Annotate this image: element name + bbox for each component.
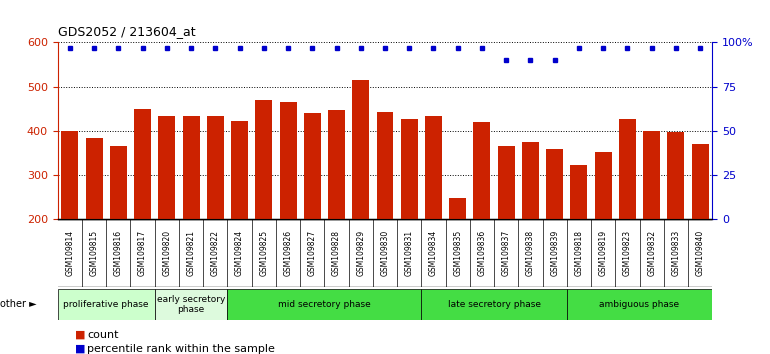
Text: ambiguous phase: ambiguous phase (600, 300, 680, 309)
Bar (425, 116, 442, 308)
Bar (400, 119, 417, 308)
Bar (227, 289, 421, 320)
Text: GSM109827: GSM109827 (308, 230, 316, 276)
Bar (567, 289, 712, 320)
Bar (522, 142, 539, 308)
Bar (643, 131, 660, 308)
Bar (231, 121, 248, 308)
Bar (449, 198, 466, 308)
Text: GSM109815: GSM109815 (89, 230, 99, 276)
Text: GSM109830: GSM109830 (380, 230, 390, 276)
Text: GSM109820: GSM109820 (162, 230, 172, 276)
Text: GSM109822: GSM109822 (211, 230, 219, 276)
Bar (280, 102, 296, 308)
Text: GSM109840: GSM109840 (695, 230, 705, 276)
Text: proliferative phase: proliferative phase (63, 300, 149, 309)
Text: percentile rank within the sample: percentile rank within the sample (87, 344, 275, 354)
Text: GSM109838: GSM109838 (526, 230, 535, 276)
Bar (571, 166, 588, 308)
Text: GSM109821: GSM109821 (186, 230, 196, 276)
Bar (421, 289, 567, 320)
Text: GSM109825: GSM109825 (259, 230, 268, 276)
Text: GSM109823: GSM109823 (623, 230, 632, 276)
Text: GSM109828: GSM109828 (332, 230, 341, 276)
Bar (691, 144, 708, 308)
Text: ■: ■ (75, 344, 85, 354)
Text: GSM109835: GSM109835 (454, 230, 462, 276)
Text: GSM109837: GSM109837 (502, 230, 511, 276)
Text: GSM109818: GSM109818 (574, 230, 584, 276)
Text: GSM109819: GSM109819 (598, 230, 608, 276)
Text: GSM109836: GSM109836 (477, 230, 487, 276)
Text: GSM109817: GSM109817 (138, 230, 147, 276)
Text: GSM109833: GSM109833 (671, 230, 681, 276)
Bar (155, 289, 227, 320)
Bar (159, 116, 176, 308)
Bar (110, 147, 127, 308)
Text: count: count (87, 330, 119, 339)
Bar (328, 110, 345, 308)
Bar (377, 112, 393, 308)
Text: GDS2052 / 213604_at: GDS2052 / 213604_at (58, 25, 196, 38)
Text: late secretory phase: late secretory phase (447, 300, 541, 309)
Text: GSM109824: GSM109824 (235, 230, 244, 276)
Bar (497, 147, 514, 308)
Text: ■: ■ (75, 330, 85, 339)
Text: GSM109829: GSM109829 (357, 230, 365, 276)
Bar (134, 109, 151, 308)
Bar (58, 289, 155, 320)
Text: early secretory
phase: early secretory phase (157, 295, 226, 314)
Bar (304, 113, 321, 308)
Bar (62, 131, 79, 308)
Bar (594, 152, 611, 308)
Bar (619, 119, 636, 308)
Bar (546, 149, 563, 308)
Text: GSM109831: GSM109831 (405, 230, 413, 276)
Bar (353, 80, 370, 308)
Text: GSM109832: GSM109832 (647, 230, 656, 276)
Bar (182, 116, 199, 308)
Bar (207, 116, 224, 308)
Text: GSM109816: GSM109816 (114, 230, 123, 276)
Bar (85, 138, 102, 308)
Text: GSM109826: GSM109826 (283, 230, 293, 276)
Text: GSM109814: GSM109814 (65, 230, 75, 276)
Text: other ►: other ► (0, 299, 37, 309)
Text: GSM109839: GSM109839 (551, 230, 559, 276)
Bar (256, 100, 273, 308)
Bar (474, 122, 490, 308)
Text: mid secretory phase: mid secretory phase (278, 300, 371, 309)
Bar (668, 132, 685, 308)
Text: GSM109834: GSM109834 (429, 230, 438, 276)
